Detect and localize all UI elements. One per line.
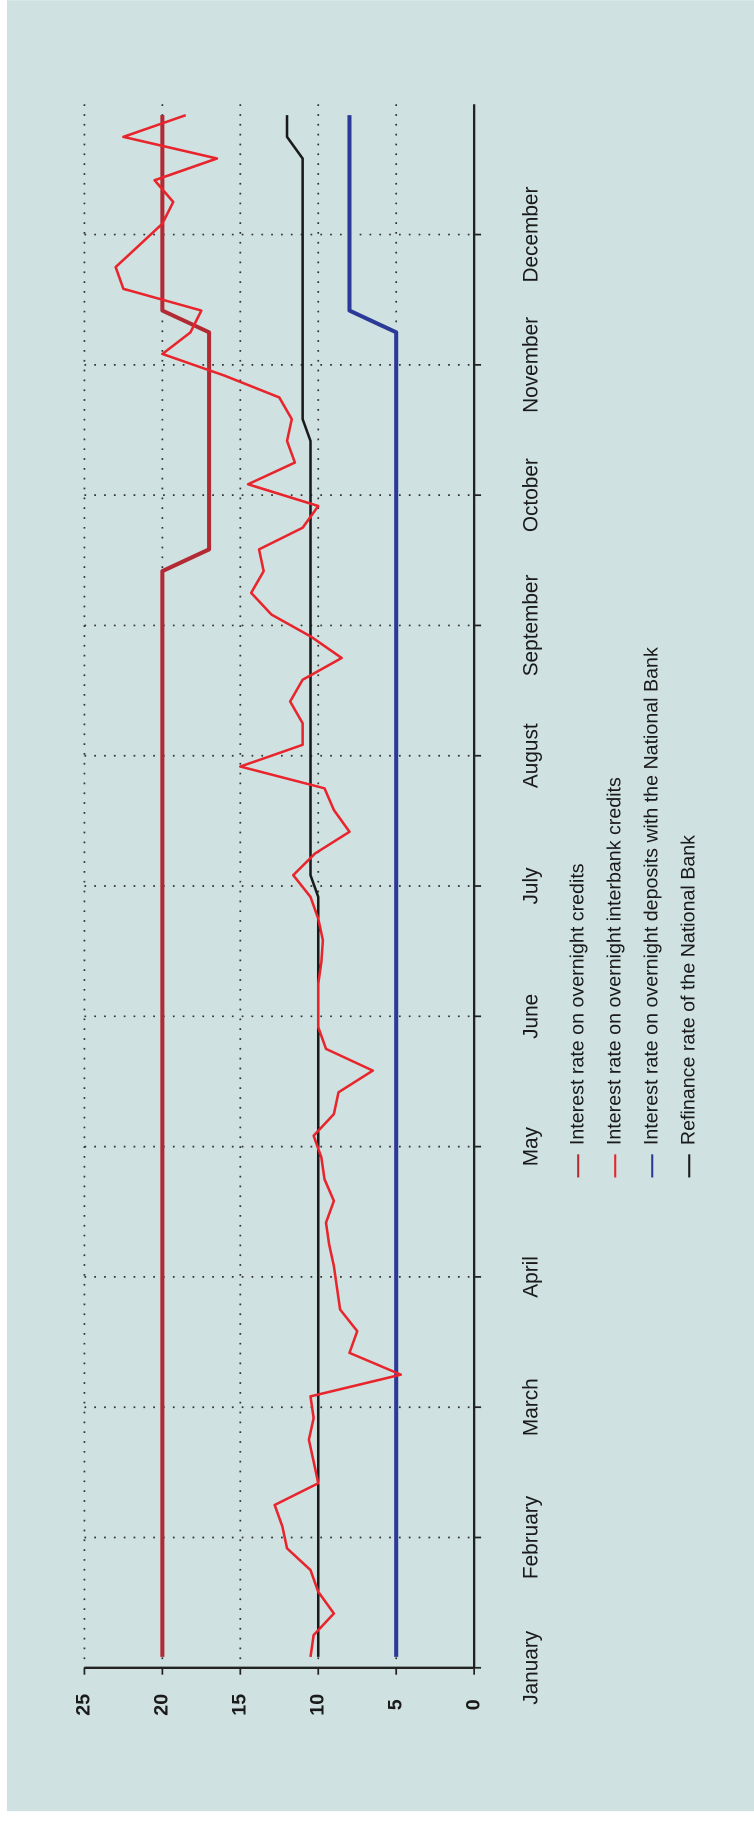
x-tick-label: September	[519, 575, 542, 677]
y-tick-label: 20	[151, 1694, 173, 1716]
x-tick-label: July	[519, 867, 542, 905]
y-tick-label: 10	[306, 1694, 328, 1716]
x-tick-label: October	[519, 458, 542, 532]
series-line	[347, 115, 399, 1657]
legend-label: Interest rate on overnight deposits with…	[640, 647, 662, 1145]
series-line	[160, 115, 212, 1657]
legend-label: Refinance rate of the National Bank	[677, 835, 699, 1145]
x-tick-label: November	[519, 317, 542, 413]
x-tick-label: March	[519, 1378, 542, 1436]
x-tick-label: February	[519, 1495, 542, 1579]
x-tick-label: January	[519, 1630, 542, 1705]
x-tick-label: August	[519, 723, 542, 788]
chart-background	[6, 0, 754, 1812]
y-tick-label: 15	[228, 1694, 250, 1716]
x-tick-label: May	[519, 1126, 542, 1166]
legend-label: Interest rate on overnight interbank cre…	[603, 777, 625, 1145]
series-line	[285, 115, 320, 1657]
y-tick-label: 0	[462, 1699, 484, 1710]
x-tick-label: April	[519, 1256, 542, 1298]
y-tick-label: 25	[73, 1694, 95, 1716]
x-tick-label: June	[519, 994, 542, 1039]
y-tick-label: 5	[384, 1699, 406, 1710]
series-line	[114, 113, 403, 1658]
legend-label: Interest rate on overnight credits	[566, 863, 588, 1145]
x-tick-label: December	[519, 187, 542, 283]
